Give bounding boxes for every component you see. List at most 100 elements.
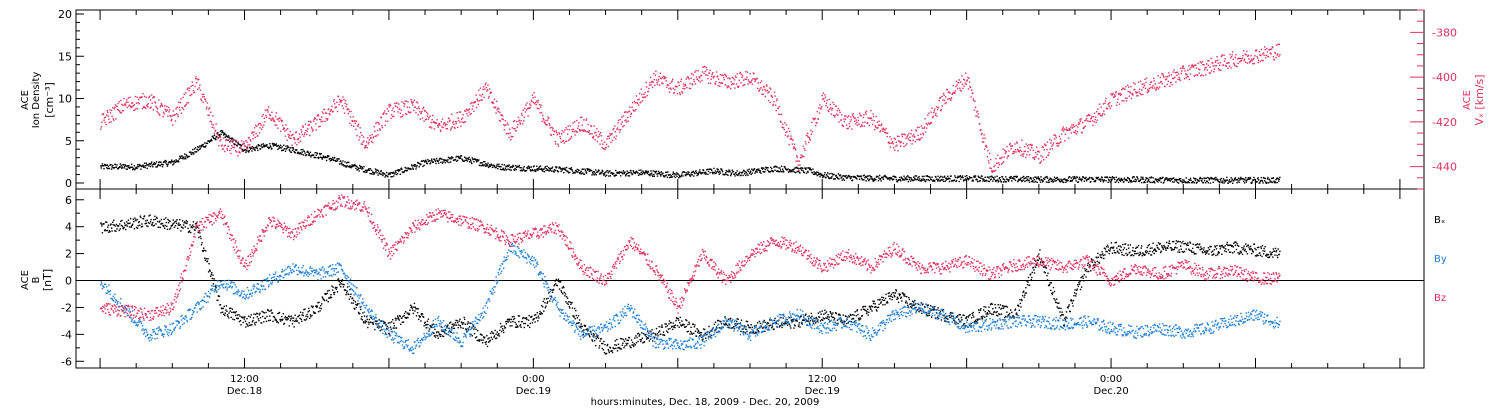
data-point [676, 93, 679, 95]
data-point [856, 178, 858, 180]
data-point [381, 126, 384, 129]
data-point [899, 178, 901, 181]
data-point [1028, 179, 1030, 181]
data-point [224, 314, 226, 317]
data-point [382, 172, 385, 174]
data-point [958, 176, 960, 178]
data-point [1184, 70, 1186, 72]
data-point [1186, 73, 1188, 76]
data-point [262, 113, 264, 116]
data-point [271, 142, 274, 145]
data-point [840, 119, 842, 121]
data-point [465, 108, 468, 110]
data-point [712, 171, 714, 174]
data-point [719, 170, 721, 173]
data-point [162, 164, 164, 166]
data-point [1102, 103, 1104, 105]
data-point [241, 150, 243, 152]
data-point [349, 122, 351, 125]
data-point [771, 95, 773, 97]
data-point [672, 171, 674, 173]
data-point [1025, 156, 1027, 159]
data-point [895, 178, 898, 181]
data-point [1071, 124, 1073, 126]
data-point [1184, 181, 1186, 183]
data-point [945, 96, 947, 98]
data-point [882, 127, 885, 129]
data-point [1073, 175, 1076, 178]
data-point [1155, 89, 1157, 91]
data-point [566, 128, 568, 131]
data-point [233, 319, 236, 321]
data-point [174, 120, 177, 122]
data-point [301, 133, 303, 136]
data-point [882, 130, 884, 132]
data-point [1120, 177, 1122, 180]
data-point [864, 111, 867, 114]
data-point [823, 174, 826, 176]
data-point [1160, 81, 1162, 83]
data-point [584, 130, 587, 132]
data-point [147, 163, 150, 166]
data-point [898, 135, 900, 138]
data-point [415, 166, 418, 168]
data-point [185, 222, 187, 224]
data-point [769, 101, 771, 103]
data-point [401, 115, 404, 118]
data-point [716, 168, 718, 170]
data-point [1260, 48, 1263, 51]
data-point [370, 140, 373, 143]
data-point [1100, 178, 1102, 181]
data-point [376, 121, 378, 124]
data-point [421, 117, 424, 119]
data-point [939, 176, 941, 179]
data-point [1148, 180, 1150, 183]
data-point [182, 156, 185, 158]
data-point [266, 144, 268, 146]
data-point [181, 157, 184, 160]
data-point [729, 171, 731, 173]
data-point [557, 143, 559, 145]
data-point [479, 94, 481, 96]
data-point [1021, 176, 1024, 179]
data-point [928, 179, 931, 182]
data-point [563, 168, 566, 171]
data-point [721, 169, 723, 171]
data-point [389, 172, 392, 174]
data-point [557, 171, 560, 173]
data-point [272, 117, 274, 119]
data-point [367, 169, 369, 171]
data-point [531, 101, 533, 103]
data-point [321, 303, 323, 305]
data-point [1017, 180, 1019, 182]
data-point [273, 315, 275, 318]
data-point [1228, 180, 1230, 182]
data-point [107, 224, 110, 226]
data-point [164, 224, 166, 227]
data-point [956, 84, 958, 86]
data-point [1134, 88, 1136, 91]
data-point [292, 320, 294, 322]
data-point [243, 143, 245, 145]
data-point [251, 131, 254, 133]
bottom-left-tick-label: 6 [65, 194, 72, 207]
data-point [839, 175, 841, 177]
data-point [419, 111, 421, 113]
data-point [637, 174, 640, 176]
data-point [791, 143, 794, 145]
data-point [1210, 176, 1212, 179]
data-point [807, 171, 809, 173]
data-point [1194, 178, 1196, 180]
data-point [684, 83, 686, 86]
data-point [836, 176, 839, 178]
data-point [643, 93, 645, 95]
data-point [491, 102, 494, 104]
data-point [602, 173, 605, 175]
data-point [201, 242, 203, 244]
data-point [1145, 177, 1147, 179]
data-point [208, 114, 210, 117]
data-point [963, 79, 966, 81]
data-point [110, 121, 112, 123]
data-point [139, 164, 141, 166]
data-point [216, 138, 218, 141]
